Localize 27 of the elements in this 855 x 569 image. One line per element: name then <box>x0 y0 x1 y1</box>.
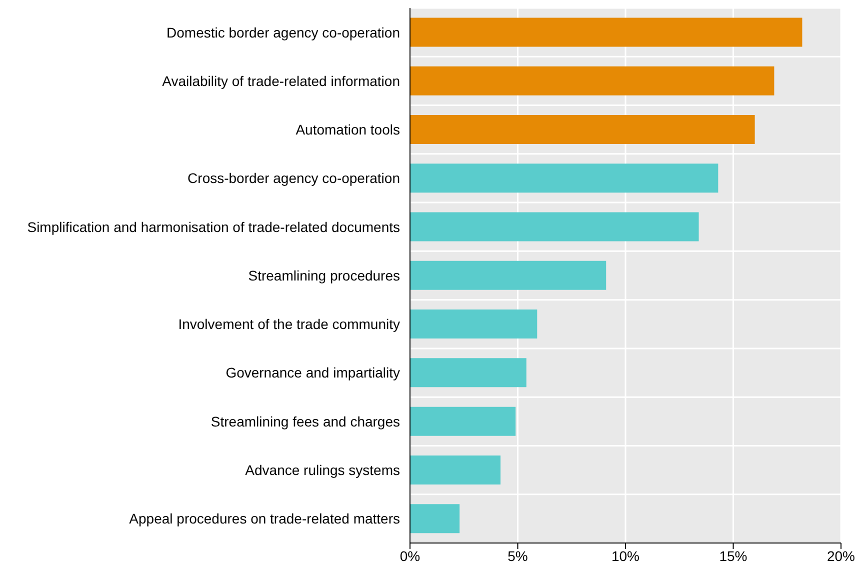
x-tick-label: 20% <box>826 548 855 564</box>
y-tick-label: Automation tools <box>296 122 400 138</box>
y-tick-label: Simplification and harmonisation of trade-related documents <box>27 218 400 235</box>
bar <box>410 212 699 242</box>
bar <box>410 115 755 144</box>
y-tick-label: Appeal procedures on trade-related matters <box>129 510 400 527</box>
bar <box>410 504 460 534</box>
bar <box>410 455 501 484</box>
y-tick-label: Domestic border agency co-operation <box>166 24 400 40</box>
y-tick-label: Involvement of the trade community <box>178 316 400 332</box>
bar <box>410 310 538 339</box>
bar <box>410 260 606 290</box>
y-tick-label: Cross-border agency co-operation <box>188 170 400 186</box>
bar <box>410 406 516 436</box>
x-tick-label: 5% <box>508 548 528 564</box>
y-tick-label: Availability of trade-related information <box>162 72 400 89</box>
bar <box>410 18 802 47</box>
y-tick-label: Streamlining fees and charges <box>210 413 400 430</box>
y-tick-label: Advance rulings systems <box>245 462 400 478</box>
x-tick-label: 10% <box>611 548 640 564</box>
bar <box>410 358 526 388</box>
x-tick-label: 0% <box>400 548 420 564</box>
bar <box>410 164 718 193</box>
y-tick-label: Streamlining procedures <box>248 267 400 284</box>
x-tick-label: 15% <box>719 548 748 564</box>
bar <box>410 66 774 96</box>
y-tick-label: Governance and impartiality <box>226 364 400 381</box>
